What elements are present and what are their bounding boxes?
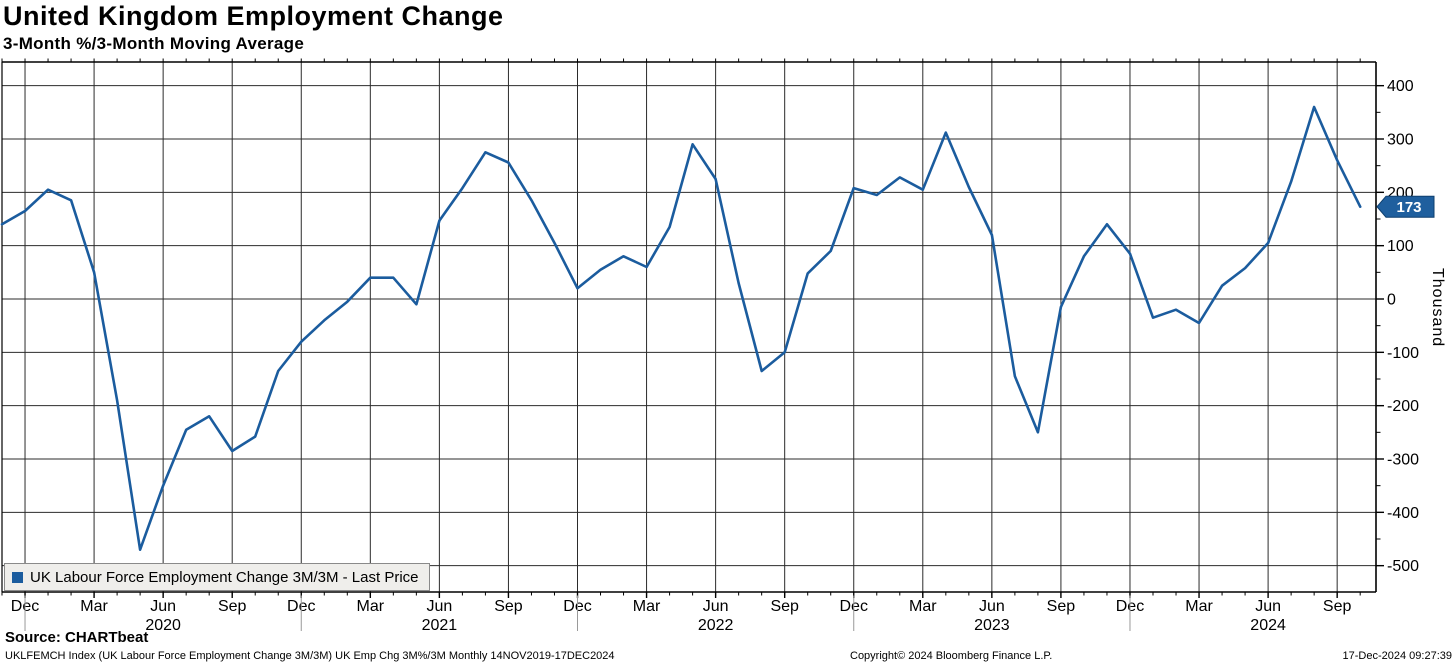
year-label: 2020	[145, 617, 181, 634]
year-label: 2023	[974, 617, 1010, 634]
y-axis-unit-label: Thousand	[1429, 268, 1446, 348]
x-tick-label: Jun	[979, 598, 1005, 615]
source-line: Source: CHARTbeat	[5, 629, 149, 646]
y-tick-label: 400	[1387, 78, 1414, 95]
x-tick-label: Sep	[1323, 598, 1352, 615]
footer-ticker-info: UKLFEMCH Index (UK Labour Force Employme…	[5, 650, 615, 662]
x-tick-label: Jun	[426, 598, 452, 615]
year-label: 2021	[422, 617, 458, 634]
x-tick-label: Mar	[80, 598, 108, 615]
y-tick-label: -100	[1387, 345, 1419, 362]
x-tick-label: Mar	[909, 598, 937, 615]
y-tick-label: 300	[1387, 132, 1414, 149]
x-tick-label: Jun	[703, 598, 729, 615]
series-line	[0, 105, 1362, 551]
legend-swatch-icon	[12, 571, 23, 583]
x-tick-label: Mar	[357, 598, 385, 615]
legend-label: UK Labour Force Employment Change 3M/3M …	[30, 568, 419, 586]
y-tick-label: 0	[1387, 292, 1396, 309]
footer-copyright: Copyright© 2024 Bloomberg Finance L.P.	[850, 650, 1053, 662]
chart-title: United Kingdom Employment Change	[3, 1, 504, 31]
x-tick-label: Sep	[1047, 598, 1076, 615]
footer-timestamp: 17-Dec-2024 09:27:39	[1342, 650, 1452, 662]
x-tick-label: Sep	[218, 598, 247, 615]
legend: UK Labour Force Employment Change 3M/3M …	[4, 563, 430, 591]
x-tick-label: Sep	[494, 598, 523, 615]
y-tick-label: -500	[1387, 558, 1419, 575]
y-tick-label: 100	[1387, 238, 1414, 255]
x-tick-label: Mar	[1185, 598, 1213, 615]
x-tick-label: Sep	[770, 598, 799, 615]
x-tick-label: Jun	[1255, 598, 1281, 615]
last-price-tag	[1376, 195, 1435, 218]
year-label: 2022	[698, 617, 734, 634]
year-label: 2024	[1250, 617, 1286, 634]
last-price-value: 173	[1396, 199, 1421, 216]
y-tick-label: -300	[1387, 451, 1419, 468]
chart-subtitle: 3-Month %/3-Month Moving Average	[3, 34, 305, 53]
y-tick-label: -400	[1387, 505, 1419, 522]
x-tick-label: Jun	[150, 598, 176, 615]
y-tick-label: -200	[1387, 398, 1419, 415]
x-tick-label: Mar	[633, 598, 661, 615]
